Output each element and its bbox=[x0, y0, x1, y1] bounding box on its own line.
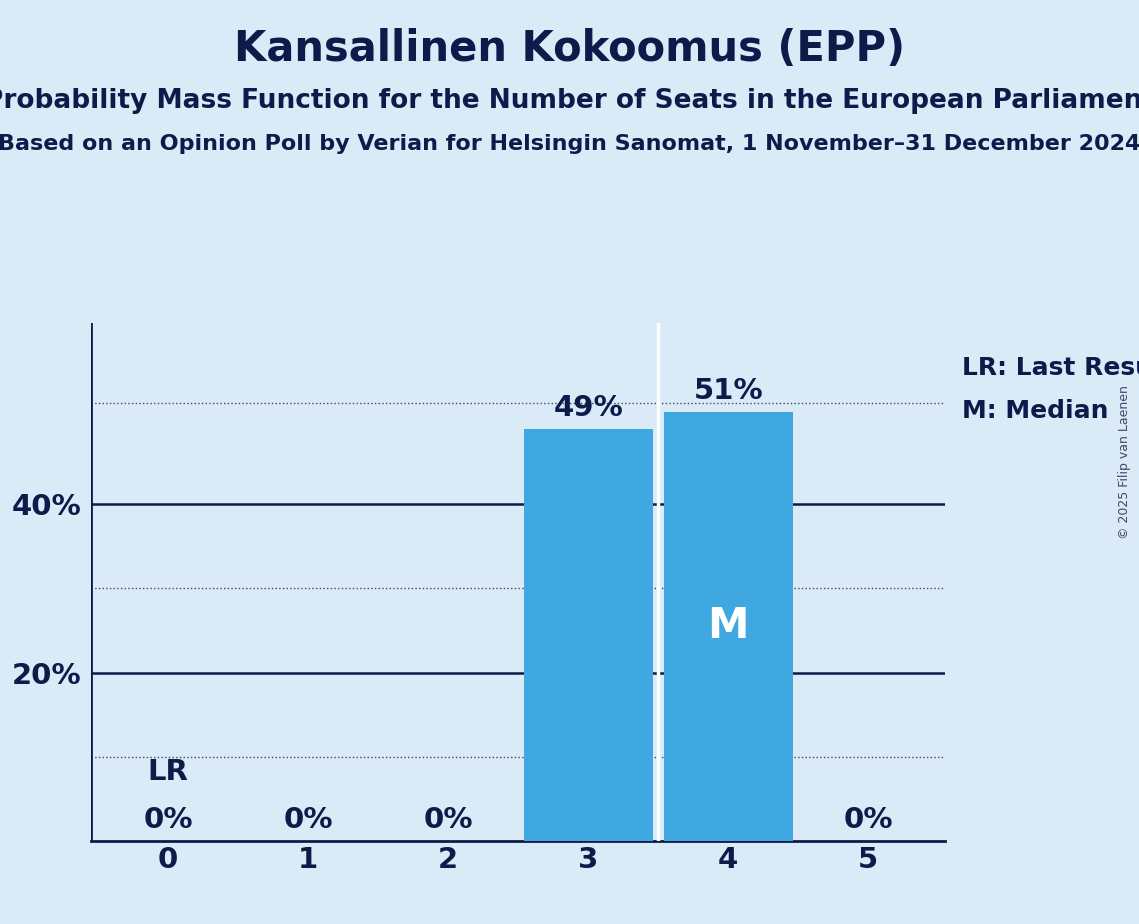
Text: LR: LR bbox=[148, 759, 189, 786]
Text: Probability Mass Function for the Number of Seats in the European Parliament: Probability Mass Function for the Number… bbox=[0, 88, 1139, 114]
Text: M: Median: M: Median bbox=[962, 399, 1109, 422]
Text: 0%: 0% bbox=[844, 806, 893, 834]
Text: 49%: 49% bbox=[554, 394, 623, 422]
Text: M: M bbox=[707, 605, 749, 648]
Text: 0%: 0% bbox=[284, 806, 333, 834]
Bar bbox=[524, 429, 653, 841]
Text: Kansallinen Kokoomus (EPP): Kansallinen Kokoomus (EPP) bbox=[233, 28, 906, 69]
Text: © 2025 Filip van Laenen: © 2025 Filip van Laenen bbox=[1118, 385, 1131, 539]
Text: 51%: 51% bbox=[694, 377, 763, 405]
Text: LR: Last Result: LR: Last Result bbox=[962, 357, 1139, 381]
Text: 0%: 0% bbox=[424, 806, 473, 834]
Text: Based on an Opinion Poll by Verian for Helsingin Sanomat, 1 November–31 December: Based on an Opinion Poll by Verian for H… bbox=[0, 134, 1139, 154]
Text: 0%: 0% bbox=[144, 806, 192, 834]
Bar bbox=[664, 412, 793, 841]
